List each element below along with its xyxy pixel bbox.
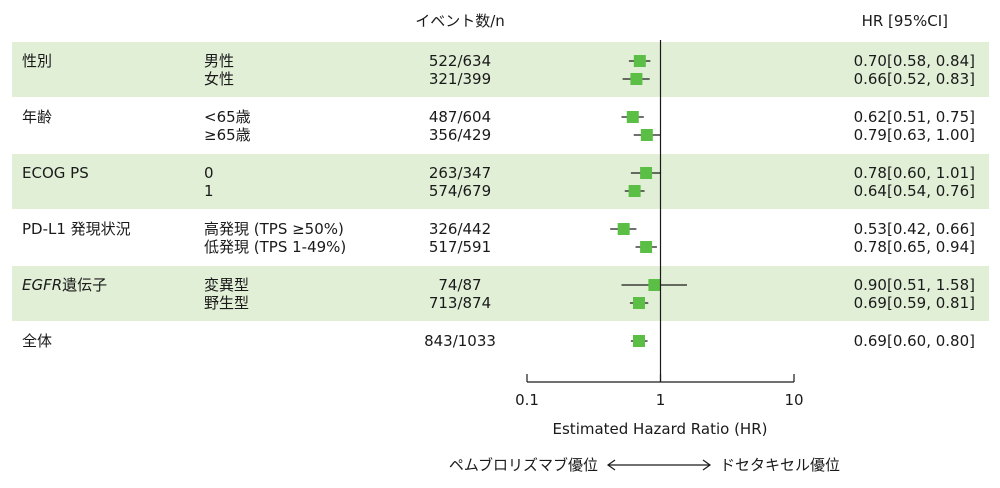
subgroup-name-suffix: 遺伝子	[62, 276, 108, 294]
events-value: 843/1033	[424, 332, 496, 350]
x-tick-label: 0.1	[515, 391, 539, 409]
events-value: 574/679	[428, 182, 492, 200]
subgroup-row-label: 変異型	[204, 276, 250, 294]
subgroup-name: ECOG PS	[22, 164, 89, 182]
subgroup-band	[12, 42, 989, 97]
events-value: 263/347	[428, 164, 492, 182]
subgroup-name: 性別	[22, 52, 53, 70]
events-value: 356/429	[428, 126, 492, 144]
hr-ci-value: 0.79[0.63, 1.00]	[853, 126, 975, 144]
subgroup-row-label: 1	[204, 182, 214, 200]
subgroup-name-italic: EGFR	[22, 276, 63, 294]
events-value: 713/874	[428, 294, 492, 312]
hr-ci-value: 0.69[0.60, 0.80]	[853, 332, 975, 350]
hr-ci-value: 0.78[0.60, 1.01]	[853, 164, 975, 182]
hr-point-marker	[633, 55, 646, 67]
hr-ci-value: 0.64[0.54, 0.76]	[853, 182, 975, 200]
hr-ci-value: 0.66[0.52, 0.83]	[853, 70, 975, 88]
hr-point-marker	[628, 185, 641, 197]
hr-point-marker	[648, 279, 661, 291]
hr-ci-value: 0.90[0.51, 1.58]	[853, 276, 975, 294]
x-tick-label: 10	[784, 391, 803, 409]
events-value: 74/87	[438, 276, 482, 294]
hr-column-header: HR [95%CI]	[861, 12, 948, 30]
subgroup-band	[12, 154, 989, 209]
subgroup-name: EGFR遺伝子	[22, 276, 107, 294]
events-value: 517/591	[428, 238, 492, 256]
hr-point-marker	[632, 297, 645, 309]
events-value: 487/604	[428, 108, 492, 126]
favor-pembrolizumab-label: ペムブロリズマブ優位	[448, 456, 598, 474]
hr-ci-value: 0.78[0.65, 0.94]	[853, 238, 975, 256]
hr-ci-value: 0.70[0.58, 0.84]	[853, 52, 975, 70]
subgroup-row-label: 女性	[204, 70, 235, 88]
hr-point-marker	[640, 129, 653, 141]
subgroup-row-label: 0	[204, 164, 214, 182]
subgroup-row-label: <65歳	[204, 108, 251, 126]
subgroup-name: PD-L1 発現状況	[22, 220, 131, 238]
hr-point-marker	[632, 335, 645, 347]
subgroup-name: 年齢	[22, 108, 53, 126]
events-value: 326/442	[428, 220, 492, 238]
subgroup-row-label: 高発現 (TPS ≥50%)	[204, 220, 344, 238]
hr-point-marker	[640, 167, 653, 179]
subgroup-row-label: ≥65歳	[204, 126, 251, 144]
subgroup-row-label: 低発現 (TPS 1-49%)	[204, 238, 347, 256]
subgroup-name: 全体	[22, 332, 53, 350]
hr-point-marker	[640, 241, 653, 253]
double-arrow-icon	[606, 459, 712, 471]
hr-ci-value: 0.53[0.42, 0.66]	[853, 220, 975, 238]
hr-point-marker	[626, 111, 639, 123]
hr-point-marker	[617, 223, 630, 235]
events-value: 522/634	[428, 52, 492, 70]
events-value: 321/399	[428, 70, 492, 88]
hr-ci-value: 0.69[0.59, 0.81]	[853, 294, 975, 312]
x-tick-label: 1	[656, 391, 666, 409]
favor-docetaxel-label: ドセタキセル優位	[720, 456, 841, 474]
hr-point-marker	[630, 73, 643, 85]
subgroup-row-label: 男性	[204, 52, 235, 70]
subgroup-band	[12, 266, 989, 321]
subgroup-row-label: 野生型	[204, 294, 250, 312]
events-column-header: イベント数/n	[415, 12, 505, 30]
hr-ci-value: 0.62[0.51, 0.75]	[853, 108, 975, 126]
favor-arrow	[604, 456, 714, 478]
x-axis-label: Estimated Hazard Ratio (HR)	[552, 420, 768, 438]
